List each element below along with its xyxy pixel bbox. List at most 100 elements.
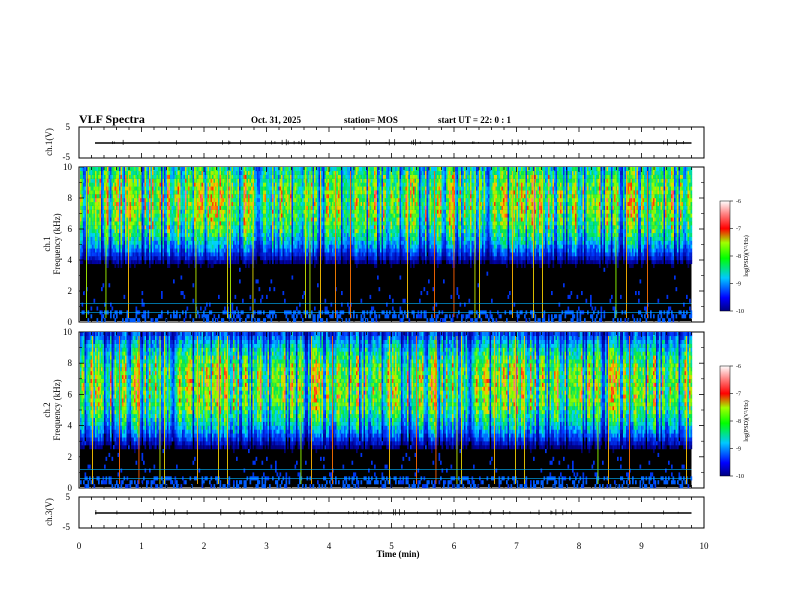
spectrogram-cell: [132, 201, 135, 206]
spectrogram-cell: [179, 170, 181, 175]
spectrogram-cell: [242, 209, 244, 214]
spectrogram-cell: [87, 217, 90, 222]
spectrogram-cell: [297, 209, 300, 214]
spectrogram-cell: [327, 182, 330, 187]
spectrogram-cell: [167, 201, 169, 206]
spectrogram-cell: [150, 178, 153, 183]
spectrogram-cell: [215, 240, 217, 245]
sferic-line: [320, 171, 321, 318]
spectrogram-cell: [275, 256, 277, 261]
spectrogram-cell: [101, 201, 103, 206]
spectrogram-cell: [233, 209, 235, 214]
spectrogram-cell: [132, 232, 135, 237]
spectrogram-cell: [122, 252, 124, 257]
spectrogram-cell: [176, 186, 178, 191]
spectrogram-cell: [191, 252, 193, 257]
spectrogram-cell: [332, 244, 334, 249]
spectrogram-cell: [231, 252, 234, 257]
spectrogram-cell: [137, 236, 139, 241]
spectrogram-cell: [212, 178, 214, 183]
spectrogram-cell: [285, 194, 288, 199]
spectrogram-cell: [168, 194, 171, 199]
spectrogram-cell: [144, 225, 147, 230]
spectrogram-cell: [224, 209, 226, 214]
spectrogram-cell: [207, 318, 210, 323]
spectrogram-cell: [336, 209, 339, 214]
spectrogram-cell: [176, 248, 178, 253]
spectrogram-cell: [83, 178, 85, 183]
spectrogram-cell: [219, 244, 222, 249]
spectrogram-cell: [180, 209, 183, 214]
spectrogram-cell: [212, 205, 214, 210]
spectrogram-cell: [290, 170, 292, 175]
spectrogram-cell: [207, 194, 210, 199]
spectrogram-cell: [135, 201, 138, 206]
spectrogram-cell: [150, 194, 153, 199]
spectrogram-cell: [159, 244, 162, 249]
spectrogram-cell: [266, 186, 268, 191]
figure-title: VLF Spectra: [79, 112, 145, 126]
spectrogram-cell: [275, 236, 277, 241]
spectrogram-cell: [300, 209, 303, 214]
spectrogram-cell: [333, 170, 336, 175]
spectrogram-cell: [182, 248, 184, 253]
spectrogram-cell: [162, 170, 165, 175]
spectrogram-cell: [210, 263, 213, 268]
spectrogram-cell: [243, 240, 246, 245]
spectrogram-cell: [198, 186, 201, 191]
spectrogram-cell: [311, 205, 313, 210]
spectrogram-cell: [132, 240, 135, 245]
spectrogram-cell: [84, 174, 87, 179]
spectrogram-cell: [159, 217, 162, 222]
spectrogram-cell: [353, 229, 355, 234]
spectrogram-cell: [156, 209, 159, 214]
spectrogram-cell: [153, 190, 156, 195]
spectrogram-cell: [135, 178, 138, 183]
spectrogram-cell: [125, 167, 127, 172]
spectrogram-cell: [90, 174, 93, 179]
spectrogram-cell: [270, 190, 273, 195]
spectrogram-cell: [287, 318, 289, 323]
spectrogram-cell: [339, 201, 342, 206]
sferic-line: [105, 171, 107, 318]
spectrogram-cell: [303, 232, 306, 237]
spectrogram-cell: [222, 225, 225, 230]
spectrogram-cell: [212, 318, 214, 323]
spectrogram-cell: [327, 225, 330, 230]
spectrogram-cell: [99, 225, 102, 230]
spectrogram-cell: [117, 194, 120, 199]
spectrogram-cell: [224, 217, 226, 222]
spectrogram-cell: [92, 225, 94, 230]
spectrogram-cell: [177, 263, 180, 268]
spectrogram-cell: [321, 217, 324, 222]
spectrogram-cell: [210, 170, 213, 175]
spectrogram-cell: [123, 240, 126, 245]
spectrogram-cell: [351, 252, 354, 257]
spectrogram-cell: [89, 209, 91, 214]
spectrogram-cell: [93, 178, 96, 183]
spectrogram-cell: [344, 174, 346, 179]
spectrogram-cell: [104, 205, 106, 210]
spectrogram-cell: [281, 213, 283, 218]
spectrogram-cell: [189, 217, 192, 222]
spectrogram-cell: [168, 221, 171, 226]
spectrogram-cell: [290, 201, 292, 206]
spectrogram-cell: [206, 225, 208, 230]
spectrogram-cell: [99, 167, 102, 172]
spectrogram-cell: [194, 217, 196, 222]
spectrogram-cell: [179, 240, 181, 245]
spectrogram-cell: [138, 260, 141, 265]
spectrogram-cell: [218, 248, 220, 253]
spectrogram-cell: [125, 240, 127, 245]
spectrogram-cell: [348, 186, 351, 191]
spectrogram-cell: [339, 182, 342, 187]
spectrogram-cell: [338, 314, 340, 319]
spectrogram-cell: [183, 244, 186, 249]
spectrogram-cell: [111, 182, 114, 187]
spectrogram-cell: [209, 178, 211, 183]
spectrogram-cell: [251, 178, 253, 183]
spectrogram-cell: [222, 252, 225, 257]
spectrogram-cell: [339, 186, 342, 191]
spectrogram-cell: [329, 232, 331, 237]
spectrogram-cell: [237, 167, 240, 172]
